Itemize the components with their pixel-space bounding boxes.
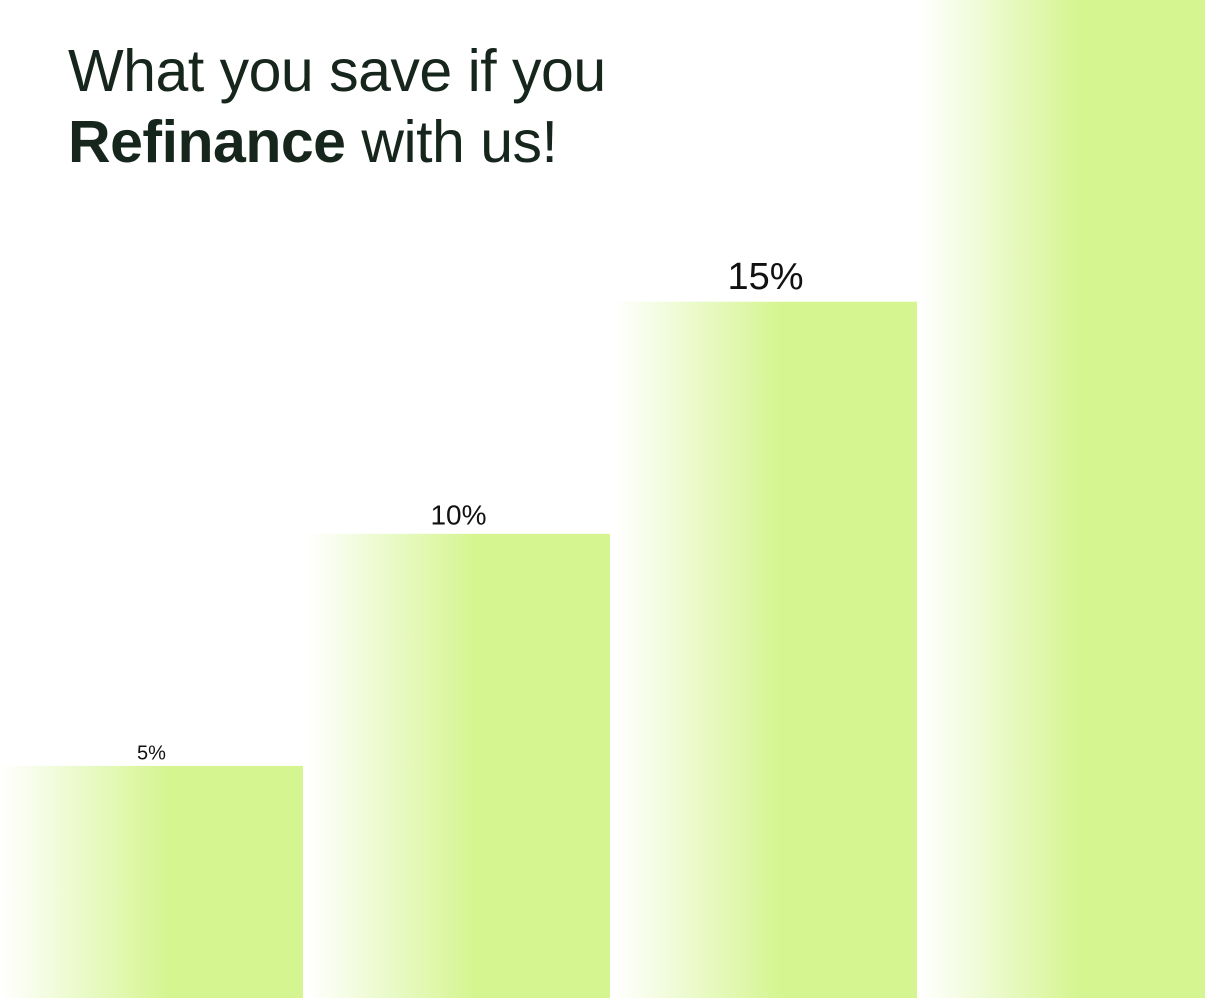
title-emphasis: Refinance xyxy=(68,109,346,175)
title-line-2-rest: with us! xyxy=(345,109,558,175)
bar-label-1: 5% xyxy=(137,742,166,764)
bar-label-2: 10% xyxy=(430,500,486,531)
labels-group: 5% 10% 15% xyxy=(137,256,803,764)
title-line-1: What you save if you xyxy=(68,38,606,104)
bar-3 xyxy=(614,301,917,998)
bar-1 xyxy=(0,765,303,998)
chart-title: What you save if you Refinance with us! xyxy=(68,36,606,178)
bar-2 xyxy=(307,533,610,998)
bar-label-3: 15% xyxy=(727,256,803,298)
bar-4 xyxy=(921,0,1205,999)
title-line-2: Refinance with us! xyxy=(68,107,606,178)
